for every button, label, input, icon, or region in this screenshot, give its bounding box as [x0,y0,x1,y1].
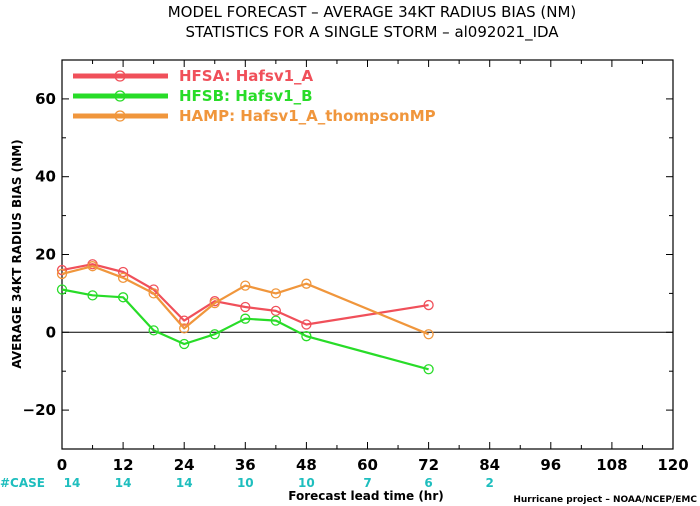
case-count: 10 [298,476,315,490]
legend-marker-2 [114,90,126,102]
series-2-point [209,329,220,340]
series-line-2 [61,288,429,371]
x-tick-label: 48 [296,456,317,474]
series-2-point [179,338,190,350]
y-axis-label: AVERAGE 34KT RADIUS BIAS (NM) [10,139,24,368]
series-3-point [148,288,159,299]
case-count: 2 [486,476,494,490]
x-axis-label: Forecast lead time (hr) [288,489,444,503]
x-tick-label: 12 [113,456,134,474]
chart-subtitle: STATISTICS FOR A SINGLE STORM – al092021… [185,23,559,42]
x-tick-label: 72 [418,456,439,474]
x-tick-label: 0 [57,456,67,474]
case-label: #CASE [0,476,45,490]
case-count: 6 [424,476,432,490]
y-tick-label: 60 [35,90,56,108]
series-3-point [87,261,98,272]
case-count: 14 [115,476,132,490]
series-1-point [301,319,312,330]
x-tick-label: 120 [657,456,688,474]
legend-label-1: HFSA: Hafsv1_A [179,67,314,85]
case-count: 7 [363,476,371,490]
y-tick-label: 20 [35,246,56,264]
series-2-point [270,315,282,326]
series-1-point [270,305,282,317]
x-tick-label: 96 [540,456,561,474]
series-1-point [56,264,68,276]
series-2-point [117,292,129,303]
series-2-point [87,290,98,301]
series-3-point [209,297,220,309]
series-3-point [117,272,129,283]
chart-title: MODEL FORECAST – AVERAGE 34KT RADIUS BIA… [168,3,577,21]
series-2-point [301,331,312,342]
series-1-point [179,315,190,326]
y-tick-label: −20 [23,401,56,419]
x-tick-label: 24 [174,456,195,474]
series-2-point [240,313,251,324]
x-tick-label: 60 [357,456,378,474]
case-count: 14 [64,476,81,490]
series-1-point [240,301,251,313]
series-1-point [423,299,434,311]
series-line-1 [61,263,429,326]
legend-marker-1 [114,70,126,82]
y-tick-label: 0 [46,323,56,341]
y-tick-label: 40 [35,168,56,186]
legend-marker-3 [114,110,126,122]
series-3-point [270,288,282,299]
legend-label-3: HAMP: Hafsv1_A_thompsonMP [179,107,436,125]
x-tick-label: 108 [596,456,627,474]
series-2-point [148,325,159,336]
series-2-point [423,364,434,375]
series-1-point [117,266,129,278]
case-count: 14 [176,476,193,490]
series-3-point [179,323,190,334]
case-count: 10 [237,476,254,490]
credit-text: Hurricane project – NOAA/NCEP/EMC [513,495,697,505]
series-2-point [56,284,68,295]
series-3-point [56,268,68,280]
series-3-point [423,329,434,340]
series-3-point [240,280,251,291]
series-line-3 [61,265,430,336]
legend-label-2: HFSB: Hafsv1_B [179,87,313,105]
series-3-point [301,278,312,289]
x-tick-label: 84 [479,456,500,474]
x-tick-label: 36 [235,456,256,474]
